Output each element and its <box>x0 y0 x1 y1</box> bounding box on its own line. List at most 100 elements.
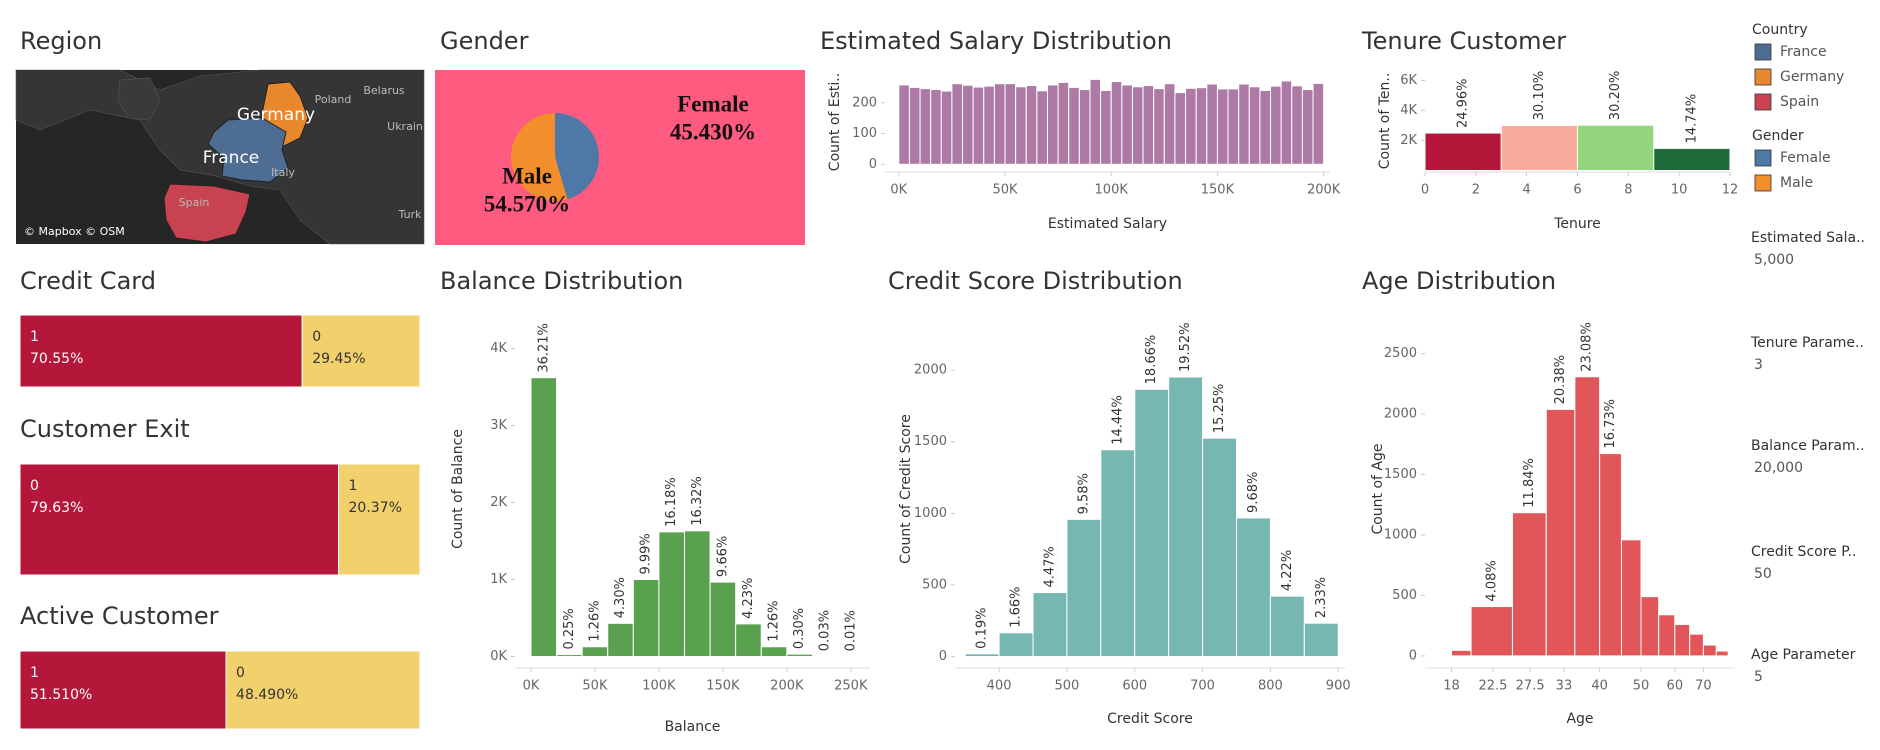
histogram-bar <box>998 632 1034 658</box>
histogram-bar <box>1500 124 1578 171</box>
x-tick-label: 50 <box>1633 679 1650 694</box>
x-tick-label: 0K <box>523 679 540 694</box>
legend-item: Male <box>1780 175 1813 191</box>
bar-value-label: 9.58% <box>1076 473 1091 514</box>
y-tick-label: 500 <box>922 577 947 592</box>
x-tick-label: 100K <box>1095 183 1129 198</box>
stacked-segment <box>301 314 421 388</box>
stacked-segment <box>225 650 421 730</box>
bar-value-label: 1.66% <box>1009 586 1024 627</box>
histogram-bar <box>919 88 932 165</box>
histogram-bar <box>1100 449 1136 658</box>
bar-value-label: 23.08% <box>1580 322 1595 372</box>
x-tick-label: 0K <box>890 183 907 198</box>
pie-category: Female <box>677 91 749 116</box>
segment-category: 0 <box>30 478 39 494</box>
segment-value-label: 29.45% <box>312 351 365 367</box>
y-tick-label: 1K <box>490 572 507 587</box>
bar-value-label: 36.21% <box>536 323 551 373</box>
y-axis-label: Count of Esti.. <box>827 73 843 171</box>
x-tick-label: 100K <box>642 679 676 694</box>
legend-title: Gender <box>1752 128 1804 144</box>
histogram-bar <box>1174 92 1187 165</box>
histogram-bar <box>993 83 1006 165</box>
x-tick-label: 33 <box>1556 679 1573 694</box>
y-tick-label: 0 <box>1409 648 1417 663</box>
segment-category: 1 <box>30 665 39 681</box>
histogram-bar <box>1025 85 1038 165</box>
histogram-bar <box>1046 84 1059 165</box>
bar-value-label: 14.44% <box>1110 395 1125 445</box>
histogram-bar <box>1280 80 1293 165</box>
histogram-bar <box>607 622 634 657</box>
bar-value-label: 4.30% <box>613 577 628 618</box>
histogram-bar <box>1142 85 1155 165</box>
pie-category: Male <box>502 163 552 188</box>
bar-value-label: 30.20% <box>1608 71 1623 121</box>
segment-value-label: 51.510% <box>30 687 92 703</box>
legend-swatch <box>1754 68 1772 86</box>
histogram-bar <box>940 90 953 165</box>
bar-value-label: 24.96% <box>1456 78 1471 128</box>
histogram-bar <box>1202 437 1237 658</box>
histogram-bar <box>556 654 583 657</box>
bar-value-label: 4.22% <box>1280 550 1295 591</box>
y-tick-label: 2K <box>490 495 507 510</box>
segment-value-label: 70.55% <box>30 351 83 367</box>
histogram-bar <box>962 84 974 165</box>
bar-value-label: 0.30% <box>792 608 807 649</box>
y-tick-label: 2K <box>1400 133 1417 148</box>
segment-category: 0 <box>312 329 321 345</box>
x-tick-label: 400 <box>987 679 1012 694</box>
histogram-bar <box>1312 82 1325 165</box>
histogram-bar <box>1270 85 1282 165</box>
bar-value-label: 9.66% <box>715 536 730 577</box>
bar-value-label: 9.99% <box>639 533 654 574</box>
histogram-bar <box>1036 90 1048 165</box>
parameter-label: Credit Score P.. <box>1751 544 1856 560</box>
histogram-bar <box>1674 623 1691 657</box>
x-tick-label: 500 <box>1054 679 1079 694</box>
histogram-bar <box>581 646 609 657</box>
histogram-bar <box>1640 596 1660 657</box>
histogram-bar <box>1599 453 1622 657</box>
y-tick-label: 500 <box>1392 588 1417 603</box>
histogram-bar <box>1511 512 1547 657</box>
bar-value-label: 11.84% <box>1522 458 1537 508</box>
x-tick-label: 12 <box>1722 183 1739 198</box>
x-axis-label: Estimated Salary <box>1048 216 1167 232</box>
map-france <box>207 117 289 183</box>
map-label: Ukrain <box>387 120 423 133</box>
x-tick-label: 200K <box>770 679 804 694</box>
map-land <box>15 69 425 245</box>
histogram-bar <box>1702 644 1717 657</box>
chart-title: Gender <box>440 27 529 55</box>
x-tick-label: 6 <box>1573 183 1581 198</box>
legend-item: Germany <box>1780 69 1844 85</box>
x-tick-label: 22.5 <box>1478 679 1507 694</box>
gender-background <box>435 70 805 245</box>
x-tick-label: 200K <box>1307 183 1341 198</box>
histogram-bar <box>1066 518 1102 658</box>
y-axis-label: Count of Age <box>1370 443 1386 534</box>
histogram-bar <box>1057 81 1070 165</box>
histogram-bar <box>1227 88 1240 165</box>
bar-value-label: 0.03% <box>818 610 833 651</box>
x-tick-label: 40 <box>1591 679 1608 694</box>
y-tick-label: 2000 <box>1384 407 1417 422</box>
bar-value-label: 4.08% <box>1484 560 1499 601</box>
chart-title: Credit Score Distribution <box>888 267 1183 295</box>
histogram-bar <box>1089 78 1102 165</box>
x-tick-label: 800 <box>1258 679 1283 694</box>
histogram-bar <box>1577 124 1655 171</box>
x-tick-label: 150K <box>706 679 740 694</box>
legend-title: Country <box>1752 22 1808 38</box>
histogram-bar <box>1206 83 1218 165</box>
bar-value-label: 16.18% <box>664 477 679 527</box>
x-axis-label: Balance <box>665 719 721 735</box>
histogram-bar <box>632 579 660 657</box>
histogram-bar <box>1068 86 1080 165</box>
bar-value-label: 1.26% <box>587 600 602 641</box>
x-axis-label: Credit Score <box>1107 711 1193 727</box>
bar-value-label: 4.47% <box>1042 546 1057 587</box>
